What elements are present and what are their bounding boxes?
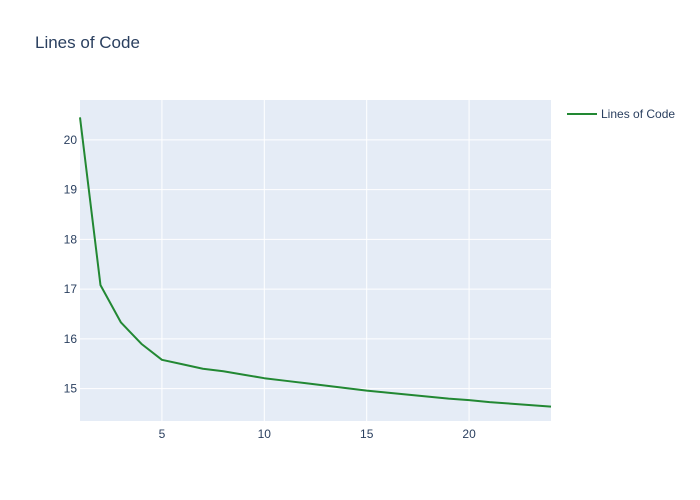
y-gridlines — [80, 139, 551, 390]
y-tick-label: 18 — [64, 232, 78, 246]
x-tick-label: 20 — [462, 427, 476, 441]
x-tick-label: 5 — [159, 427, 166, 441]
y-tick-label: 19 — [64, 183, 78, 197]
y-tick-label: 20 — [64, 133, 78, 147]
y-tick-label: 16 — [64, 332, 78, 346]
legend-label-lines-of-code: Lines of Code — [601, 107, 675, 121]
chart-title: Lines of Code — [35, 33, 140, 52]
plot-area — [80, 100, 551, 421]
y-tick-label: 17 — [64, 282, 78, 296]
x-tick-label: 10 — [258, 427, 272, 441]
series-layer — [79, 117, 552, 408]
x-gridlines — [161, 100, 470, 421]
y-axis-ticks: 15 16 17 18 19 20 — [64, 133, 78, 396]
series-line-lines-of-code — [79, 117, 552, 408]
x-axis-ticks: 5 10 15 20 — [159, 427, 477, 441]
y-tick-label: 15 — [64, 382, 78, 396]
legend[interactable]: Lines of Code — [567, 107, 675, 121]
x-tick-label: 15 — [360, 427, 374, 441]
